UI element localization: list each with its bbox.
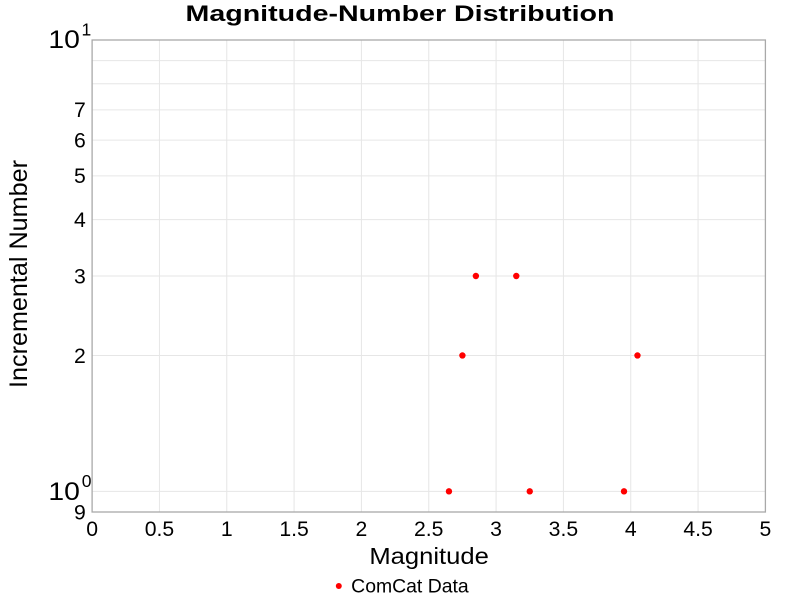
svg-text:0: 0: [86, 518, 98, 541]
svg-text:10: 10: [48, 26, 80, 54]
svg-text:2.5: 2.5: [414, 518, 443, 541]
svg-text:2: 2: [74, 345, 86, 368]
svg-text:5: 5: [760, 518, 772, 541]
svg-text:Magnitude-Number Distribution: Magnitude-Number Distribution: [186, 1, 615, 26]
svg-text:7: 7: [74, 99, 86, 122]
svg-text:4: 4: [625, 518, 637, 541]
svg-text:3.5: 3.5: [549, 518, 578, 541]
svg-text:3: 3: [74, 265, 86, 288]
svg-text:3: 3: [490, 518, 502, 541]
svg-text:9: 9: [74, 501, 86, 524]
svg-text:ComCat Data: ComCat Data: [351, 577, 469, 598]
svg-text:5: 5: [74, 165, 86, 188]
svg-text:1: 1: [221, 518, 233, 541]
svg-text:1: 1: [82, 20, 92, 40]
svg-text:0.5: 0.5: [145, 518, 174, 541]
svg-text:1.5: 1.5: [279, 518, 308, 541]
svg-text:4.5: 4.5: [683, 518, 712, 541]
svg-text:0: 0: [82, 471, 92, 491]
svg-text:10: 10: [48, 478, 80, 506]
svg-text:Magnitude: Magnitude: [369, 543, 489, 569]
svg-text:4: 4: [74, 209, 86, 232]
svg-text:Incremental Number: Incremental Number: [5, 160, 33, 388]
svg-text:6: 6: [74, 129, 86, 152]
svg-text:2: 2: [356, 518, 368, 541]
